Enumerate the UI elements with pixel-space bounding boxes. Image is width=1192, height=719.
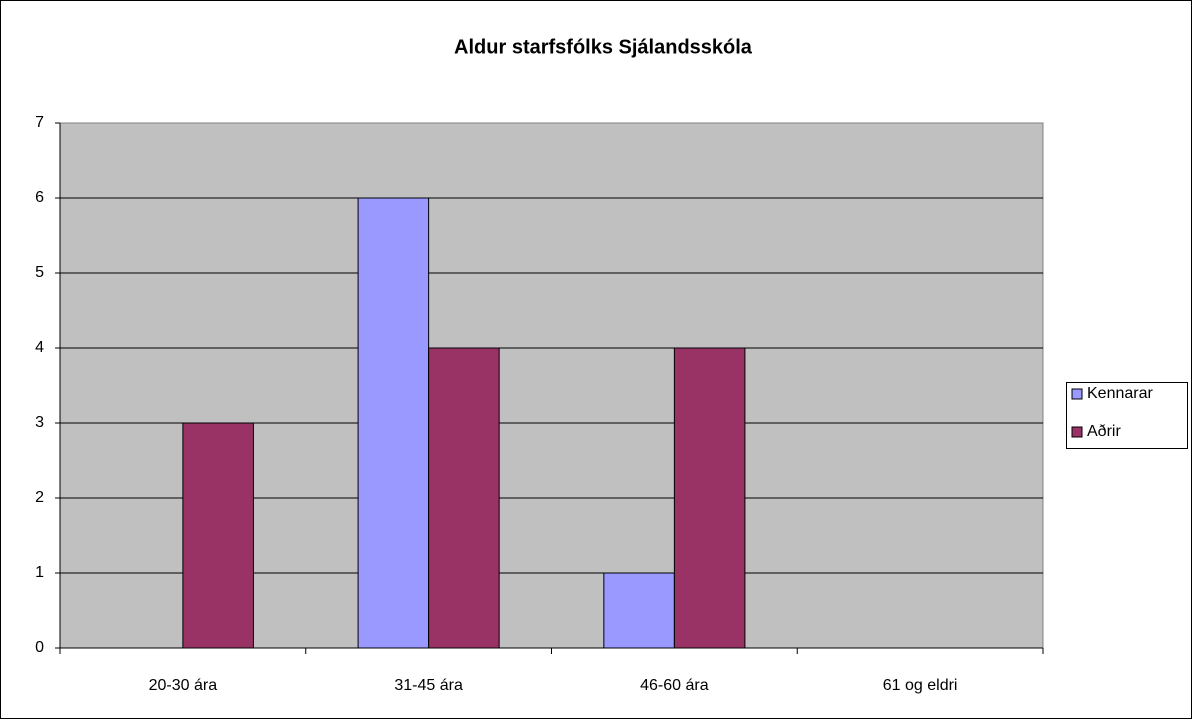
legend-box — [1066, 382, 1188, 449]
y-tick-label: 1 — [35, 564, 44, 581]
x-tick-label: 20-30 ára — [149, 677, 218, 694]
legend-label: Kennarar — [1087, 385, 1153, 402]
y-tick-label: 2 — [35, 489, 44, 506]
legend-swatch — [1071, 426, 1083, 438]
bar — [182, 422, 254, 649]
y-tick-label: 0 — [35, 639, 44, 656]
y-tick-label: 3 — [35, 414, 44, 431]
bar — [357, 197, 430, 649]
y-tick-label: 7 — [35, 114, 44, 131]
chart-title: Aldur starfsfólks Sjálandsskóla — [454, 36, 753, 58]
y-tick-label: 6 — [35, 189, 44, 206]
y-tick-label: 4 — [35, 339, 44, 356]
x-tick-label: 31-45 ára — [394, 677, 463, 694]
legend-swatch — [1071, 388, 1083, 400]
bar — [603, 572, 675, 649]
bar — [673, 347, 746, 649]
y-tick-label: 5 — [35, 264, 44, 281]
legend-label: Aðrir — [1087, 423, 1121, 440]
x-tick-label: 61 og eldri — [883, 677, 958, 694]
x-tick-label: 46-60 ára — [640, 677, 709, 694]
bar — [428, 347, 500, 649]
